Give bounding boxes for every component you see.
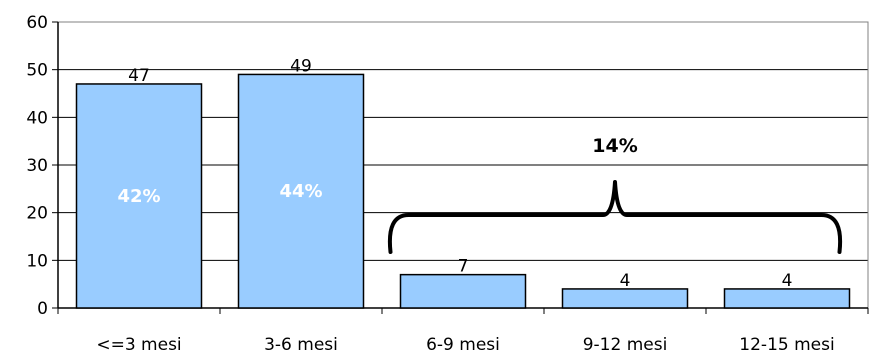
y-tick-label: 40 bbox=[26, 108, 48, 128]
bar-value-label: 49 bbox=[290, 56, 312, 76]
x-category-label: 6-9 mesi bbox=[426, 335, 500, 355]
bar-value-label: 4 bbox=[782, 271, 793, 291]
bar-value-label: 7 bbox=[458, 257, 469, 277]
x-category-label: 12-15 mesi bbox=[739, 335, 834, 355]
bar bbox=[723, 288, 851, 309]
y-tick-label: 50 bbox=[26, 61, 48, 81]
x-category-label: 3-6 mesi bbox=[264, 335, 338, 355]
brace-percent-label: 14% bbox=[592, 135, 637, 157]
y-axis-ticks: 0 10 20 30 40 50 60 bbox=[26, 13, 58, 319]
data-labels: 47 42% 49 44% 7 4 4 bbox=[117, 56, 792, 290]
y-tick-label: 20 bbox=[26, 204, 48, 224]
bar-value-label: 4 bbox=[620, 271, 631, 291]
x-category-label: <=3 mesi bbox=[96, 335, 181, 355]
y-tick-label: 30 bbox=[26, 156, 48, 176]
bar bbox=[75, 83, 203, 309]
bar-percent-label: 42% bbox=[117, 186, 160, 207]
group-brace: 14% bbox=[387, 135, 843, 254]
x-axis-labels: <=3 mesi 3-6 mesi 6-9 mesi 9-12 mesi 12-15 m… bbox=[96, 335, 834, 355]
bar bbox=[561, 288, 689, 309]
y-tick-label: 10 bbox=[26, 251, 48, 271]
bar bbox=[399, 273, 527, 309]
x-category-label: 9-12 mesi bbox=[583, 335, 668, 355]
bar bbox=[237, 73, 365, 309]
bar-value-label: 47 bbox=[128, 66, 150, 86]
bar-percent-label: 44% bbox=[279, 181, 322, 202]
bars bbox=[75, 73, 851, 309]
y-tick-label: 0 bbox=[37, 299, 48, 319]
brace-shape bbox=[387, 180, 843, 254]
y-tick-label: 60 bbox=[26, 13, 48, 33]
